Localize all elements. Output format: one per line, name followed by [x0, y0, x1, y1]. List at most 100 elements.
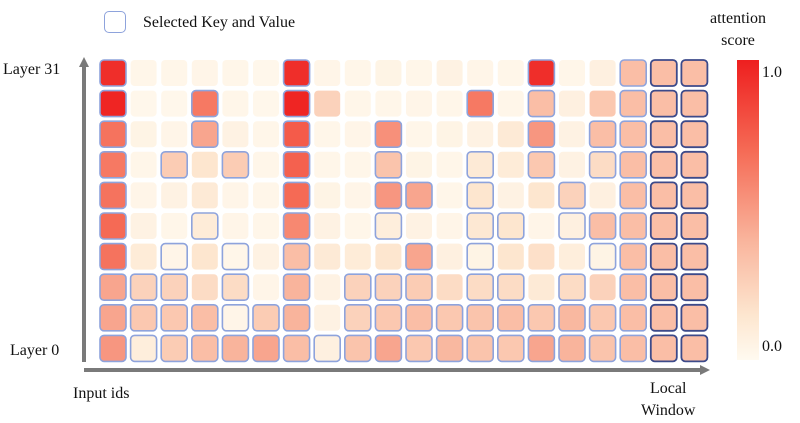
- attention-cell: [344, 243, 371, 270]
- selected-cell: [466, 273, 495, 302]
- attention-cell: [191, 60, 218, 86]
- selected-cell: [99, 303, 127, 332]
- selected-cell: [99, 273, 127, 302]
- attention-cell: [314, 304, 341, 331]
- selected-cell: [405, 273, 433, 302]
- selected-cell: [160, 334, 188, 363]
- selected-cell: [588, 334, 617, 363]
- selected-cell: [160, 242, 188, 271]
- attention-cell: [589, 90, 616, 117]
- attention-cell: [222, 182, 249, 209]
- selected-cell: [527, 59, 556, 87]
- selected-cell: [558, 212, 586, 240]
- selected-cell: [619, 120, 648, 148]
- local-window-cell: [649, 181, 678, 210]
- selected-cell: [466, 212, 495, 240]
- local-window-cell: [680, 120, 709, 149]
- colorbar-title-line2: score: [721, 32, 755, 49]
- attention-cell: [528, 274, 555, 301]
- selected-cell: [466, 303, 495, 332]
- selected-cell: [282, 120, 311, 148]
- selected-cell: [619, 59, 648, 87]
- selected-cell: [619, 89, 648, 118]
- local-window-cell: [649, 150, 678, 179]
- selected-cell: [343, 273, 372, 302]
- attention-cell: [436, 121, 463, 148]
- attention-cell: [314, 60, 341, 86]
- selected-cell: [99, 212, 127, 240]
- selected-cell: [527, 120, 556, 148]
- attention-cell: [253, 274, 279, 301]
- selected-cell: [466, 242, 495, 271]
- selected-cell: [191, 120, 219, 148]
- local-window-cell: [649, 120, 678, 149]
- y-axis-top-label: Layer 31: [3, 61, 61, 78]
- selected-cell: [466, 181, 495, 210]
- selected-cell: [374, 303, 403, 332]
- selected-cell: [99, 151, 127, 179]
- local-window-cell: [680, 89, 709, 118]
- selected-cell: [282, 151, 311, 179]
- attention-cell: [314, 213, 341, 239]
- selected-cell: [221, 151, 250, 179]
- attention-cell: [314, 243, 341, 270]
- attention-cell: [161, 182, 188, 209]
- attention-cell: [222, 90, 249, 117]
- colorbar-min-label: 0.0: [762, 338, 782, 355]
- selected-cell: [129, 273, 158, 302]
- selected-cell: [558, 273, 586, 302]
- local-window-cell: [649, 273, 678, 302]
- attention-cell: [406, 121, 432, 148]
- attention-cell: [253, 121, 279, 148]
- selected-cell: [282, 212, 311, 240]
- selected-cell: [588, 151, 617, 179]
- cell-layer: [99, 59, 709, 363]
- local-window-label-line2: Window: [641, 402, 696, 419]
- selected-cell: [343, 334, 372, 363]
- selected-cell: [129, 334, 158, 363]
- selected-cell: [282, 59, 311, 87]
- x-axis-label: Input ids: [73, 385, 130, 402]
- selected-cell: [221, 273, 250, 302]
- selected-cell: [588, 303, 617, 332]
- local-window-cell: [680, 212, 709, 240]
- attention-cell: [314, 274, 341, 301]
- attention-cell: [222, 121, 249, 148]
- attention-cell: [497, 90, 524, 117]
- attention-cell: [497, 151, 524, 178]
- attention-cell: [406, 151, 432, 178]
- selected-cell: [282, 181, 311, 210]
- attention-cell: [344, 151, 371, 178]
- selected-cell: [405, 303, 433, 332]
- attention-cell: [406, 60, 432, 86]
- attention-cell: [130, 243, 157, 270]
- y-axis-bottom-label: Layer 0: [10, 342, 60, 359]
- attention-cell: [191, 274, 218, 301]
- attention-cell: [314, 121, 341, 148]
- attention-cell: [559, 121, 585, 148]
- attention-cell: [559, 90, 585, 117]
- colorbar-max-label: 1.0: [762, 64, 782, 81]
- selected-cell: [99, 59, 127, 87]
- attention-cell: [344, 90, 371, 117]
- attention-cell: [344, 213, 371, 239]
- attention-cell: [497, 60, 524, 86]
- attention-cell: [436, 243, 463, 270]
- selected-cell: [527, 303, 556, 332]
- attention-cell: [436, 151, 463, 178]
- attention-cell: [497, 121, 524, 148]
- selected-cell: [619, 151, 648, 179]
- local-window-cell: [649, 303, 678, 332]
- selected-cell: [282, 334, 311, 363]
- selected-cell: [435, 334, 464, 363]
- attention-cell: [497, 243, 524, 270]
- selected-cell: [99, 334, 127, 363]
- selected-cell: [619, 181, 648, 210]
- local-window-cell: [680, 242, 709, 271]
- selected-cell: [374, 120, 403, 148]
- selected-cell: [496, 334, 525, 363]
- selected-cell: [282, 273, 311, 302]
- attention-cell: [528, 243, 555, 270]
- selected-cell: [374, 181, 403, 210]
- local-window-cell: [680, 59, 709, 87]
